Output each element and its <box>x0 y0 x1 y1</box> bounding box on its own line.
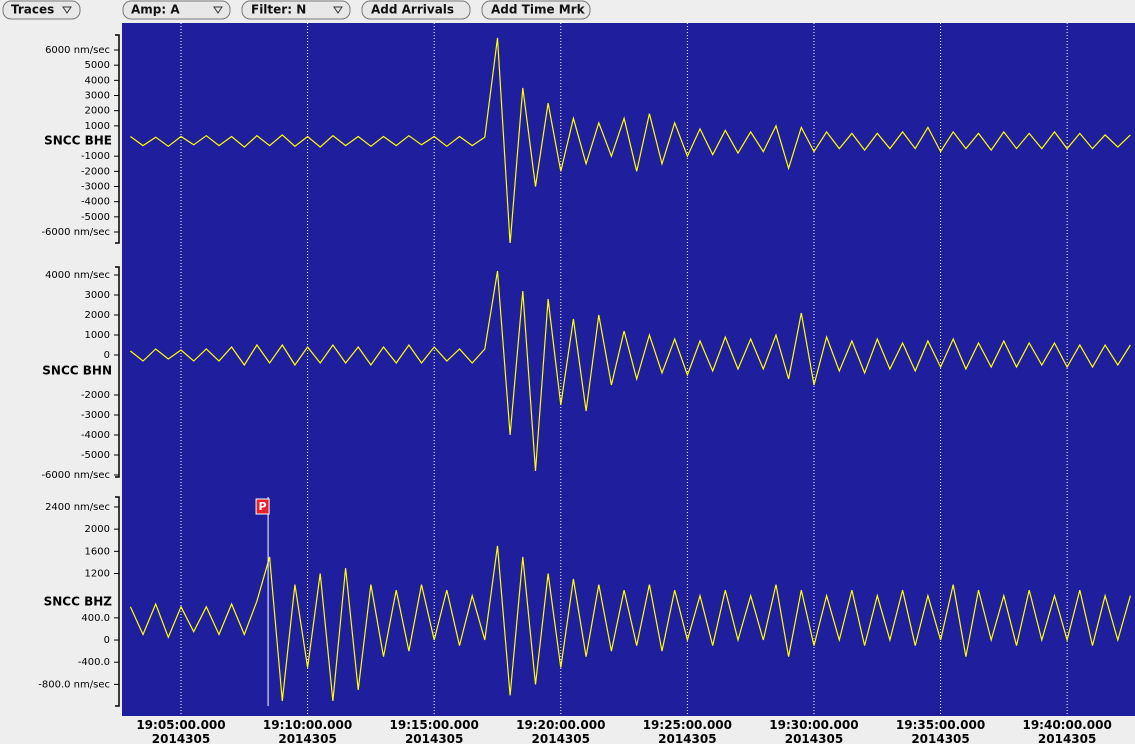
axis-bracket <box>115 496 120 707</box>
y-tick-label: -400.0 <box>78 657 110 668</box>
y-tick-label: -4000 <box>81 430 110 441</box>
arrival-flag <box>255 498 270 515</box>
x-tick-date: 2014305 <box>278 732 336 744</box>
x-tick-date: 2014305 <box>785 732 843 744</box>
y-tick-label: 4000 <box>85 75 110 86</box>
waveform <box>130 37 1131 243</box>
y-tick-label: -800.0 nm/sec <box>38 679 110 690</box>
x-tick-label: 19:35:00.000 <box>896 718 985 732</box>
y-tick-label: 400.0 <box>81 613 110 624</box>
x-tick-date: 2014305 <box>405 732 463 744</box>
x-tick-date: 2014305 <box>532 732 590 744</box>
y-tick-label: 0 <box>104 350 110 361</box>
x-tick-label: 19:30:00.000 <box>769 718 858 732</box>
button-label: Filter: N <box>251 3 306 17</box>
filter-dropdown[interactable]: Filter: N <box>241 0 351 20</box>
y-tick-label: -6000 nm/sec <box>41 470 110 481</box>
y-tick-label: 4000 nm/sec <box>45 270 110 281</box>
x-tick-label: 19:25:00.000 <box>643 718 732 732</box>
y-tick-label: -5000 <box>81 212 110 223</box>
button-label: Amp: A <box>131 3 180 17</box>
y-tick-label: 3000 <box>85 290 110 301</box>
button-label: Traces <box>11 3 54 17</box>
y-tick-label: 2000 <box>85 524 110 535</box>
x-tick-date: 2014305 <box>911 732 969 744</box>
add-arrivals-button[interactable]: Add Arrivals <box>361 0 471 20</box>
x-tick-date: 2014305 <box>152 732 210 744</box>
y-tick-label: 1000 <box>85 121 110 132</box>
y-tick-label: -5000 <box>81 450 110 461</box>
x-tick-date: 2014305 <box>1038 732 1096 744</box>
y-tick-label: -3000 <box>81 182 110 193</box>
amp-dropdown[interactable]: Amp: A <box>122 0 231 20</box>
y-tick-label: 0 <box>104 635 110 646</box>
y-tick-label: 2000 <box>85 310 110 321</box>
y-tick-label: -2000 <box>81 390 110 401</box>
y-tick-label: 1200 <box>85 569 110 580</box>
add-time-mark-button[interactable]: Add Time Mrk <box>481 0 591 20</box>
y-tick-label: -2000 <box>81 166 110 177</box>
y-tick-label: -3000 <box>81 410 110 421</box>
y-tick-label: 1000 <box>85 330 110 341</box>
channel-label: SNCC BHN <box>42 364 112 378</box>
x-tick-label: 19:15:00.000 <box>390 718 479 732</box>
x-tick-label: 19:10:00.000 <box>263 718 352 732</box>
axis-bracket <box>115 34 120 244</box>
y-tick-label: 6000 nm/sec <box>45 45 110 56</box>
waveform <box>129 545 1131 702</box>
y-tick-label: 2000 <box>85 106 110 117</box>
y-tick-label: 5000 <box>85 60 110 71</box>
y-tick-label: 2400 nm/sec <box>45 502 110 513</box>
x-tick-label: 19:05:00.000 <box>136 718 225 732</box>
x-tick-label: 19:40:00.000 <box>1022 718 1111 732</box>
axis-bracket <box>115 266 120 478</box>
y-tick-label: 1600 <box>85 546 110 557</box>
x-tick-date: 2014305 <box>658 732 716 744</box>
y-tick-label: -4000 <box>81 197 110 208</box>
y-tick-label: -6000 nm/sec <box>41 227 110 238</box>
x-tick-label: 19:20:00.000 <box>516 718 605 732</box>
traces-button[interactable]: Traces <box>2 0 81 20</box>
button-label: Add Time Mrk <box>491 3 586 17</box>
arrival-label: P <box>259 500 267 513</box>
y-tick-label: -1000 <box>81 151 110 162</box>
channel-label: SNCC BHZ <box>44 595 113 609</box>
waveform <box>130 270 1131 472</box>
channel-label: SNCC BHE <box>44 134 112 148</box>
button-label: Add Arrivals <box>371 3 454 17</box>
y-tick-label: 3000 <box>85 91 110 102</box>
